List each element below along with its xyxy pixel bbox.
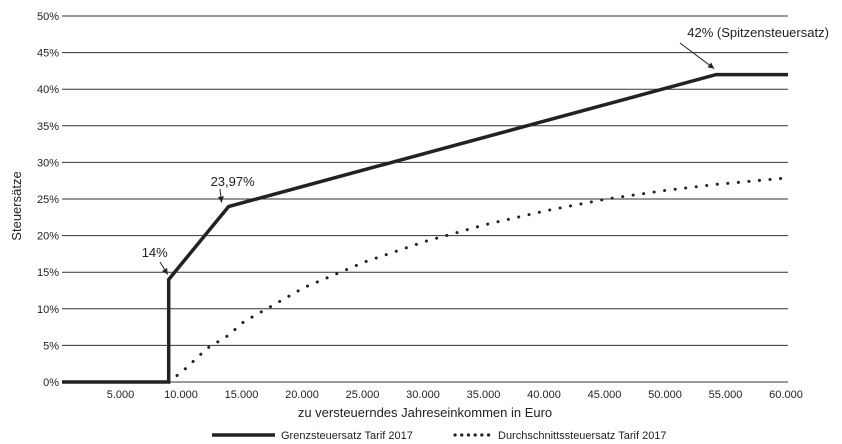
- y-tick-label: 5%: [43, 340, 59, 352]
- y-axis-title: Steuersätze: [9, 171, 24, 240]
- x-tick-labels: 5.000 10.000 15.000 20.000 25.000 30.000 35.00…: [107, 389, 803, 401]
- x-tick-label: 60.000: [769, 389, 803, 401]
- series-line-grenzsteuersatz: [62, 72, 788, 384]
- x-tick-label: 45.000: [588, 389, 622, 401]
- y-tick-label: 30%: [37, 157, 59, 169]
- y-tick-label: 0%: [43, 377, 59, 389]
- y-tick-label: 40%: [37, 84, 59, 96]
- x-axis-title: zu versteuerndes Jahreseinkommen in Euro: [298, 405, 552, 420]
- grid-lines: [62, 15, 788, 383]
- y-tick-label: 15%: [37, 267, 59, 279]
- legend: Grenzsteuersatz Tarif 2017 Durchschnitts…: [212, 430, 667, 442]
- annotation-arrowhead: [217, 196, 224, 203]
- annotation-arrowhead: [162, 267, 168, 275]
- x-tick-label: 20.000: [285, 389, 319, 401]
- legend-label-durchschnittssteuersatz: Durchschnittssteuersatz Tarif 2017: [498, 430, 667, 442]
- annotations-group: 14% 23,97% 42% (Spitzensteuersatz): [142, 25, 829, 275]
- x-tick-label: 10.000: [164, 389, 198, 401]
- x-tick-label: 55.000: [709, 389, 743, 401]
- y-tick-label: 35%: [37, 121, 59, 133]
- x-tick-label: 15.000: [225, 389, 259, 401]
- legend-label-grenzsteuersatz: Grenzsteuersatz Tarif 2017: [281, 430, 413, 442]
- x-tick-label: 40.000: [527, 389, 561, 401]
- annotation-label: 42% (Spitzensteuersatz): [687, 25, 829, 40]
- annotation-label: 23,97%: [211, 174, 256, 189]
- annotation-arrowhead: [707, 62, 715, 69]
- y-tick-label: 10%: [37, 304, 59, 316]
- y-tick-labels: 0% 5% 10% 15% 20% 25% 30% 35% 40% 45% 50%: [37, 11, 59, 389]
- x-tick-label: 5.000: [107, 389, 135, 401]
- annotation-arrow: [679, 42, 715, 69]
- annotation-label: 14%: [142, 245, 168, 260]
- x-tick-label: 30.000: [406, 389, 440, 401]
- x-tick-label: 35.000: [467, 389, 501, 401]
- y-tick-label: 20%: [37, 231, 59, 243]
- y-tick-label: 25%: [37, 194, 59, 206]
- x-tick-label: 50.000: [648, 389, 682, 401]
- series-line-durchschnittssteuersatz: [167, 176, 790, 384]
- x-tick-label: 25.000: [346, 389, 380, 401]
- series-group: [62, 72, 790, 384]
- y-tick-label: 45%: [37, 48, 59, 60]
- y-tick-label: 50%: [37, 11, 59, 23]
